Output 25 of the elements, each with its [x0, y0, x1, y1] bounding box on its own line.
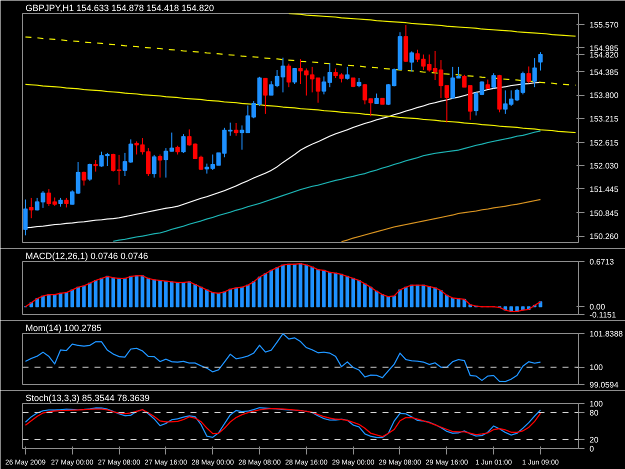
chart-title: MACD(12,26,1) 0.0746 0.0746 [26, 251, 148, 261]
y-tick-label: 151.445 [590, 184, 619, 194]
y-tick-label: 0.00 [590, 302, 606, 312]
y-tick-label: 152.030 [590, 162, 619, 171]
y-tick-label: 154.985 [590, 44, 619, 53]
y-tick-label: 20 [590, 436, 599, 444]
y-tick-label: 154.385 [590, 68, 619, 77]
y-tick-label: -0.1151 [590, 310, 617, 320]
y-tick-label: 150.845 [590, 208, 619, 218]
y-tick-label: 150.260 [590, 232, 619, 242]
y-tick-label: 154.820 [590, 50, 619, 60]
y-tick-label: 100 [590, 363, 604, 372]
y-tick-label: 100 [590, 400, 604, 408]
y-tick-label: 99.0594 [590, 380, 619, 390]
y-tick-label: 153.215 [590, 114, 619, 124]
y-tick-label: 0.6713 [590, 258, 615, 266]
y-tick-label: 80 [590, 408, 599, 418]
y-tick-label: 152.615 [590, 138, 619, 148]
y-tick-label: 101.8388 [590, 330, 624, 338]
y-tick-label: 0 [590, 444, 594, 454]
y-tick-label: 153.800 [590, 91, 619, 100]
chart-title: Mom(14) 100.2785 [26, 323, 102, 333]
chart-title: GBPJPY,H1 154.633 154.878 154.418 154.820 [26, 3, 214, 13]
y-tick-label: 155.570 [590, 20, 619, 30]
chart-title: Stoch(13,3,3) 85.3544 78.3639 [26, 393, 150, 403]
